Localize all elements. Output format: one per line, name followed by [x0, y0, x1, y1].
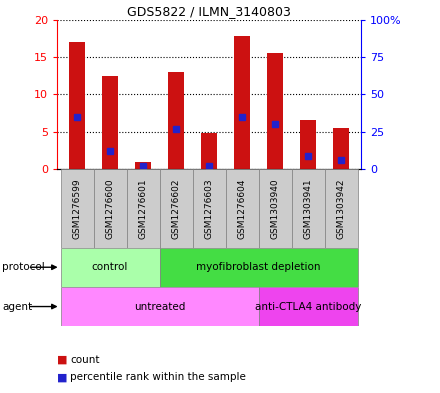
Text: ■: ■ [57, 354, 68, 365]
Bar [193, 169, 226, 248]
Bar [259, 287, 358, 326]
Bar [267, 53, 283, 169]
Text: untreated: untreated [134, 301, 185, 312]
Bar [69, 42, 85, 169]
Bar [61, 287, 259, 326]
Bar [234, 36, 250, 169]
Text: GSM1303941: GSM1303941 [304, 178, 312, 239]
Text: GSM1276603: GSM1276603 [205, 178, 213, 239]
Bar [61, 169, 94, 248]
Bar [160, 248, 358, 287]
Bar [333, 128, 349, 169]
Text: GSM1276604: GSM1276604 [238, 178, 246, 239]
Bar [325, 169, 358, 248]
Bar [168, 72, 184, 169]
Text: percentile rank within the sample: percentile rank within the sample [70, 372, 246, 382]
Text: anti-CTLA4 antibody: anti-CTLA4 antibody [255, 301, 361, 312]
Text: GSM1276599: GSM1276599 [73, 178, 81, 239]
Bar [94, 169, 127, 248]
Text: myofibroblast depletion: myofibroblast depletion [196, 262, 321, 272]
Bar [160, 169, 193, 248]
Bar [226, 169, 259, 248]
Bar [127, 169, 160, 248]
Text: count: count [70, 354, 100, 365]
Bar [300, 120, 316, 169]
Text: GSM1276602: GSM1276602 [172, 178, 180, 239]
Bar [135, 162, 151, 169]
Text: GSM1303940: GSM1303940 [271, 178, 279, 239]
Text: protocol: protocol [2, 262, 45, 272]
Text: ■: ■ [57, 372, 68, 382]
Text: agent: agent [2, 301, 32, 312]
Text: GSM1276600: GSM1276600 [106, 178, 114, 239]
Text: GSM1303942: GSM1303942 [337, 178, 345, 239]
Title: GDS5822 / ILMN_3140803: GDS5822 / ILMN_3140803 [127, 6, 291, 18]
Bar [61, 248, 160, 287]
Bar [102, 75, 118, 169]
Bar [259, 169, 292, 248]
Bar [292, 169, 325, 248]
Text: GSM1276601: GSM1276601 [139, 178, 147, 239]
Bar [201, 133, 217, 169]
Text: control: control [92, 262, 128, 272]
